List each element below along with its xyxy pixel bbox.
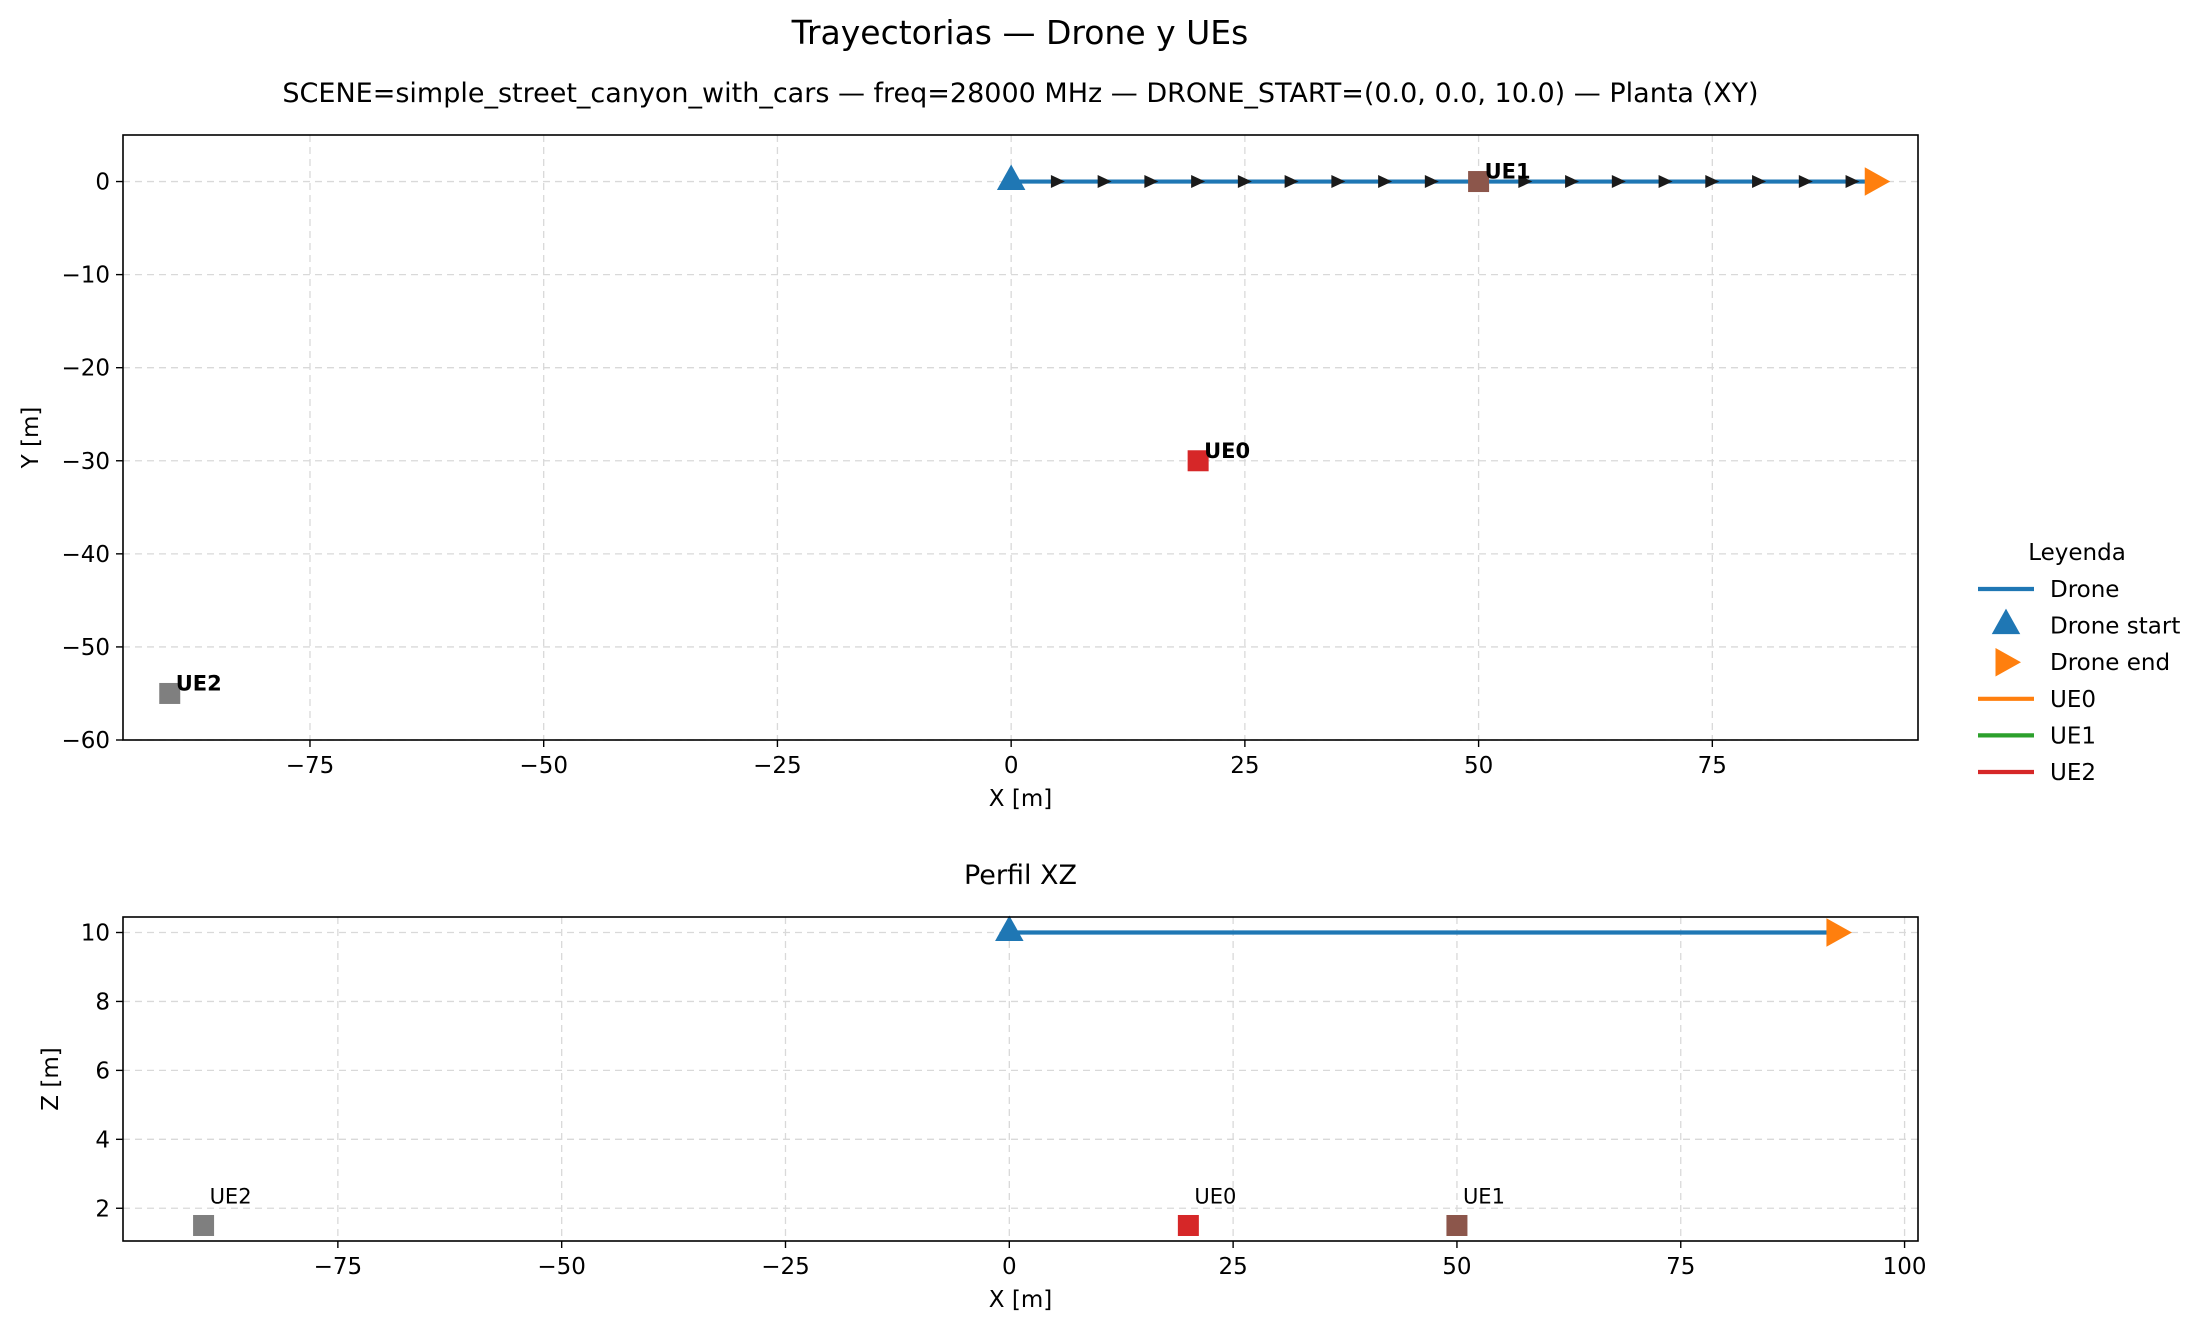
legend-label-drone-start: Drone start bbox=[2050, 614, 2180, 640]
y-tick-label: 8 bbox=[95, 989, 110, 1015]
direction-arrow-mark bbox=[1565, 175, 1580, 189]
direction-arrow-mark bbox=[1237, 175, 1252, 189]
legend-title: Leyenda bbox=[2028, 540, 2126, 566]
x-tick-label: −25 bbox=[761, 1254, 810, 1280]
x-axis-label: X [m] bbox=[989, 786, 1052, 812]
y-tick-label: 4 bbox=[95, 1127, 110, 1153]
legend-label-drone-end: Drone end bbox=[2050, 650, 2170, 676]
x-tick-label: 0 bbox=[1004, 753, 1019, 779]
ue-marker-ue0 bbox=[1177, 1214, 1199, 1236]
direction-arrow-mark bbox=[1518, 175, 1533, 189]
x-tick-label: 100 bbox=[1883, 1254, 1927, 1280]
legend-label-ue1: UE1 bbox=[2050, 723, 2096, 749]
direction-arrow-mark bbox=[1752, 175, 1767, 189]
drone-start-marker bbox=[996, 164, 1026, 191]
ue-label-ue2: UE2 bbox=[176, 671, 222, 695]
direction-arrow-mark bbox=[1097, 175, 1112, 189]
x-tick-label: −75 bbox=[314, 1254, 363, 1280]
x-tick-label: −25 bbox=[753, 753, 802, 779]
axes-frame bbox=[122, 134, 1919, 741]
y-axis-label: Y [m] bbox=[18, 407, 44, 470]
legend-label-ue0: UE0 bbox=[2050, 687, 2096, 713]
x-tick-label: 25 bbox=[1218, 1254, 1247, 1280]
legend-label-ue2: UE2 bbox=[2050, 760, 2096, 786]
x-tick-label: 50 bbox=[1442, 1254, 1471, 1280]
x-tick-label: −75 bbox=[286, 753, 335, 779]
panel-title: Perfil XZ bbox=[964, 860, 1077, 891]
direction-arrow-mark bbox=[1845, 175, 1860, 189]
legend-label-drone: Drone bbox=[2050, 577, 2119, 603]
direction-arrow-mark bbox=[1191, 175, 1206, 189]
direction-arrow-mark bbox=[1331, 175, 1346, 189]
drone-end-marker bbox=[1864, 167, 1891, 196]
y-tick-label: 0 bbox=[95, 170, 110, 196]
x-tick-label: 75 bbox=[1698, 753, 1727, 779]
direction-arrow-mark bbox=[1798, 175, 1813, 189]
legend-swatch-drone-start bbox=[1991, 608, 2021, 635]
direction-arrow-mark bbox=[1144, 175, 1159, 189]
direction-arrow-mark bbox=[1705, 175, 1720, 189]
figure-title: Trayectorias — Drone y UEs bbox=[791, 13, 1249, 52]
xz-profile-panel: UE0 UE1 UE2 −75 −50 −25 0 25 50 75 100 2 4 6 8 10 X [m] Z… bbox=[38, 860, 1927, 1313]
ue-marker-ue1 bbox=[1446, 1214, 1468, 1236]
panel-title: SCENE=simple_street_canyon_with_cars — f… bbox=[282, 78, 1758, 109]
y-tick-label: 10 bbox=[81, 921, 110, 947]
y-axis-label: Z [m] bbox=[38, 1047, 64, 1110]
direction-arrow-mark bbox=[1284, 175, 1299, 189]
legend: Leyenda Drone Drone start Drone end UE0 UE1 UE… bbox=[1978, 540, 2180, 786]
xy-plan-panel: UE0 UE1 UE2 −75 −50 −25 0 25 50 75 0 −10 −20 −30 −40 −5… bbox=[18, 78, 1919, 812]
legend-swatch-drone-end bbox=[1995, 647, 2021, 677]
x-tick-label: 0 bbox=[1002, 1254, 1017, 1280]
axes-frame bbox=[122, 916, 1919, 1242]
ue-marker-ue1 bbox=[1468, 171, 1490, 193]
y-tick-label: −60 bbox=[61, 728, 110, 754]
x-tick-label: −50 bbox=[537, 1254, 586, 1280]
ue-label-ue0: UE0 bbox=[1204, 439, 1250, 463]
direction-arrow-mark bbox=[1050, 175, 1065, 189]
x-tick-label: −50 bbox=[519, 753, 568, 779]
x-axis-label: X [m] bbox=[989, 1287, 1052, 1313]
ue-label-ue2: UE2 bbox=[210, 1184, 252, 1208]
x-tick-label: 50 bbox=[1464, 753, 1493, 779]
direction-arrow-mark bbox=[1378, 175, 1393, 189]
drone-start-marker bbox=[995, 915, 1024, 942]
direction-arrow-mark bbox=[1611, 175, 1626, 189]
ue-label-ue0: UE0 bbox=[1194, 1184, 1236, 1208]
y-tick-label: −40 bbox=[61, 542, 110, 568]
ue-label-ue1: UE1 bbox=[1485, 160, 1531, 184]
ue-marker-ue2 bbox=[193, 1214, 215, 1236]
direction-arrow-mark bbox=[1658, 175, 1673, 189]
drone-end-marker bbox=[1826, 918, 1852, 947]
ue-marker-ue2 bbox=[159, 682, 181, 704]
y-tick-label: −30 bbox=[61, 449, 110, 475]
y-tick-label: 2 bbox=[95, 1196, 110, 1222]
x-tick-label: 25 bbox=[1230, 753, 1259, 779]
y-tick-label: −50 bbox=[61, 635, 110, 661]
y-tick-label: 6 bbox=[95, 1058, 110, 1084]
ue-marker-ue0 bbox=[1187, 450, 1209, 472]
ue-label-ue1: UE1 bbox=[1463, 1184, 1505, 1208]
y-tick-label: −20 bbox=[61, 356, 110, 382]
x-tick-label: 75 bbox=[1666, 1254, 1695, 1280]
direction-arrow-mark bbox=[1424, 175, 1439, 189]
y-tick-label: −10 bbox=[61, 263, 110, 289]
